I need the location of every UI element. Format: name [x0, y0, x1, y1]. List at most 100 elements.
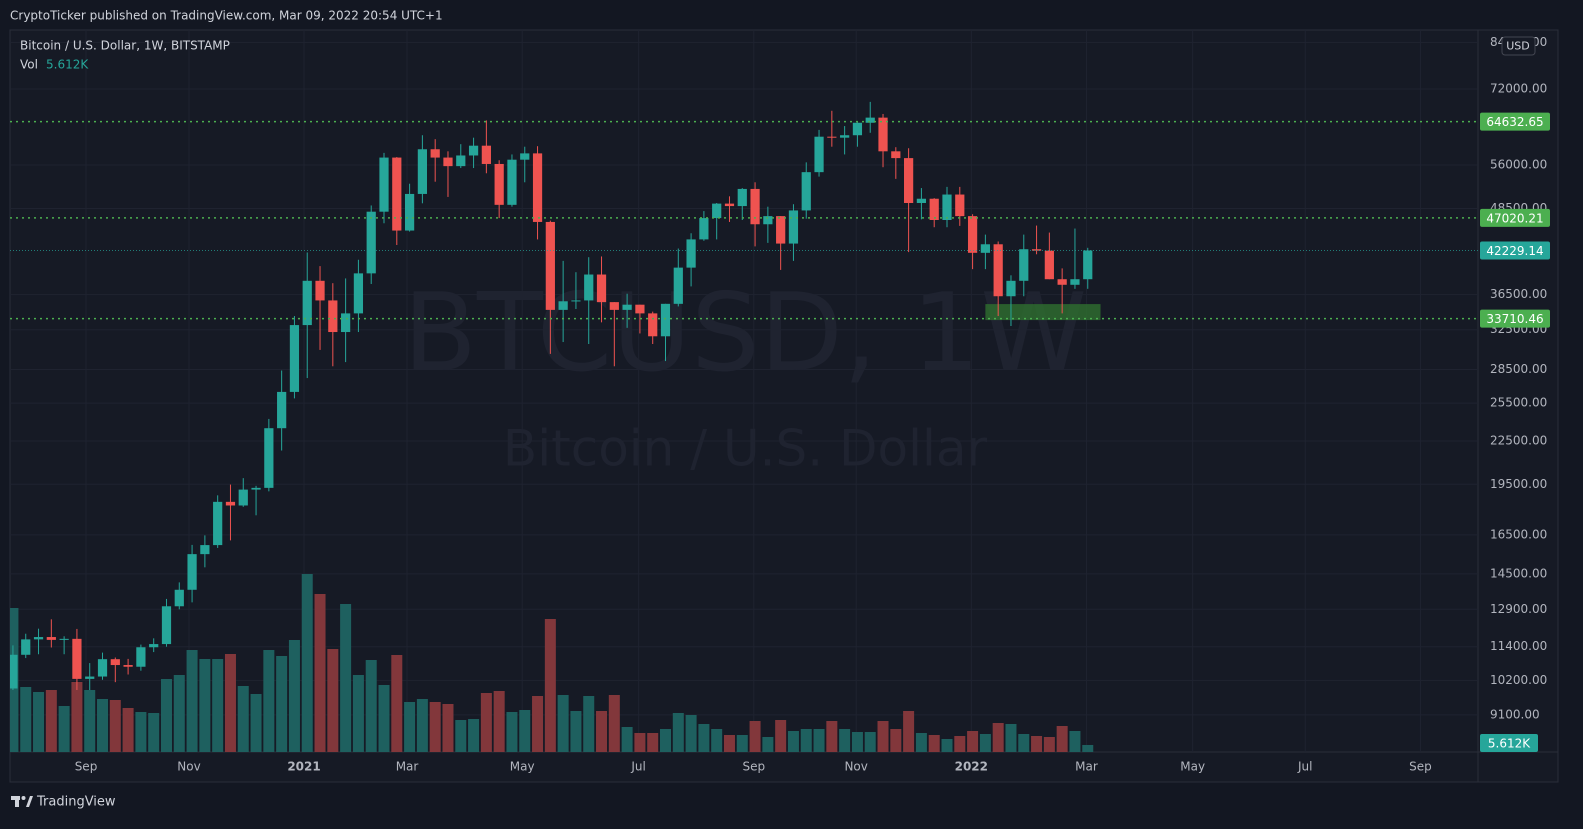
volume-bar [263, 650, 275, 752]
x-tick-label: Mar [396, 760, 419, 774]
candle-body [149, 644, 159, 648]
candle-body [776, 216, 786, 244]
volume-bar [915, 733, 927, 752]
legend-title: Bitcoin / U.S. Dollar, 1W, BITSTAMP [20, 39, 230, 53]
candle-body [33, 637, 44, 640]
volume-bar [532, 696, 544, 752]
candle-body [865, 117, 875, 123]
volume-bar [877, 721, 889, 752]
volume-bar [224, 654, 236, 752]
volume-bar [839, 729, 851, 752]
candle-body [955, 194, 965, 217]
grid [10, 30, 1478, 752]
x-tick-label: Jul [630, 760, 645, 774]
volume-bar [84, 690, 96, 752]
volume-bar [404, 702, 416, 752]
volume-bar [416, 699, 428, 752]
volume-bar [45, 690, 57, 752]
volume-bar [979, 734, 991, 752]
volume-bar [199, 659, 211, 752]
footer: TradingView [11, 795, 116, 810]
volume-bar [391, 655, 403, 752]
watermark-symbol: BTCUSD, 1W [403, 271, 1087, 396]
volume-bar [800, 729, 812, 752]
volume-bar [749, 721, 761, 752]
volume-bar [327, 649, 339, 752]
volume-bar [813, 729, 825, 752]
candle-body [238, 489, 248, 506]
candle-body [712, 203, 722, 219]
candle-body [750, 188, 760, 225]
volume-bar [135, 712, 147, 752]
volume-bar [442, 704, 454, 752]
candle-body [72, 638, 82, 679]
last-price-tag [1480, 241, 1550, 260]
volume-tag [1480, 734, 1538, 752]
candle-body [545, 221, 555, 310]
volume-bar [570, 711, 582, 752]
candle-body [174, 589, 184, 607]
volume-bar [890, 729, 902, 752]
candle-body [763, 216, 773, 225]
volume-bar [340, 604, 352, 752]
currency-box-frame [1501, 36, 1536, 56]
volume-bar [352, 675, 364, 752]
candle-body [596, 274, 607, 303]
volume-bar [736, 735, 748, 752]
volume-bar [250, 694, 262, 752]
currency-box: USD [1501, 36, 1536, 56]
candle-body [430, 149, 440, 158]
candle-body [737, 188, 747, 207]
y-tick-label: 72000.00 [1490, 81, 1547, 95]
logo-part [21, 796, 26, 800]
y-tick-label: 11400.00 [1490, 639, 1547, 653]
volume-bar [826, 721, 838, 752]
volume-bar [173, 675, 185, 752]
volume-bar [276, 656, 288, 752]
zone-layer [985, 304, 1101, 321]
candle-body [1083, 250, 1093, 280]
x-tick-label: Nov [844, 760, 867, 774]
candle-body [699, 218, 709, 240]
candle-body [609, 302, 619, 310]
volume-bar [455, 720, 467, 752]
volume-bar [787, 731, 799, 752]
candle-body [110, 659, 120, 666]
volume-bar [851, 732, 863, 752]
volume-bar [992, 723, 1004, 752]
candle-body [532, 153, 543, 222]
volume-bar [903, 711, 915, 752]
level-tag [1480, 309, 1550, 328]
volume-bar [672, 713, 684, 752]
candle-body [123, 665, 133, 667]
candle-body [366, 211, 376, 274]
candle-body [277, 391, 287, 429]
x-tick-label: Sep [742, 760, 765, 774]
volume-bar [634, 733, 646, 752]
candle-body [200, 545, 210, 555]
volume-bar [468, 719, 480, 752]
candle-body [673, 267, 683, 304]
candle-body [341, 313, 351, 333]
volume-bar [71, 682, 83, 752]
legend: Bitcoin / U.S. Dollar, 1W, BITSTAMP Vol … [20, 39, 230, 72]
candle-body [302, 280, 312, 326]
volume-bar [33, 692, 45, 752]
watermark-description: Bitcoin / U.S. Dollar [503, 420, 988, 478]
candle-body [443, 157, 453, 167]
candle-body [353, 273, 364, 314]
volume-bar [186, 650, 198, 752]
candle-body [456, 155, 466, 167]
volume-bar [775, 720, 787, 752]
candle-body [584, 274, 594, 301]
footer-brand: TradingView [36, 795, 116, 810]
candle-body [289, 325, 300, 392]
volume-bar [506, 712, 518, 752]
candle-body [1057, 279, 1067, 285]
candle-body [904, 158, 914, 203]
candle-body [507, 159, 517, 205]
candle-body [635, 304, 645, 314]
chart-frame [9, 29, 1559, 783]
volume-bar [109, 700, 121, 752]
